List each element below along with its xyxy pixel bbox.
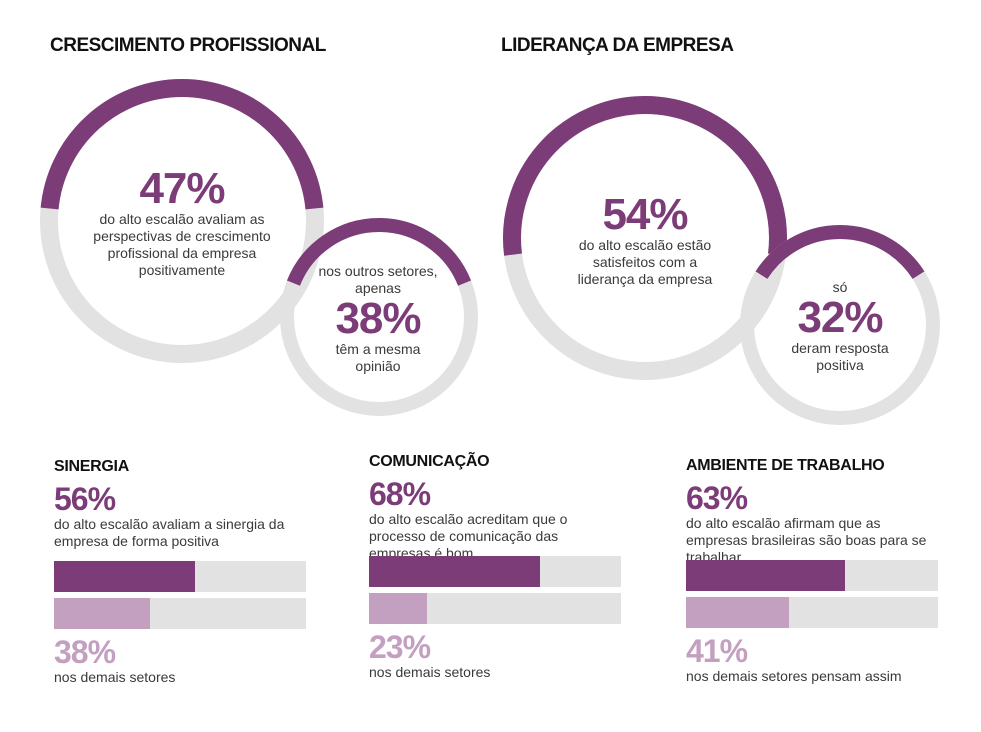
bar-title: SINERGIA <box>54 458 129 475</box>
leadership-main-text: do alto escalão estão satisfeitos com a … <box>577 237 713 287</box>
bar-main-fill <box>686 560 845 591</box>
bar-title: COMUNICAÇÃO <box>369 453 490 470</box>
growth-main-ring-arc <box>40 79 324 210</box>
bar-other-desc: nos demais setores pensam assim <box>686 668 902 684</box>
growth-other-label: nos outros setores, apenas 38% têm a mes… <box>313 263 443 375</box>
bar-main-value: 68% <box>369 476 431 512</box>
leadership-main-value: 54% <box>602 190 688 239</box>
leadership-other-label: só 32% deram resposta positiva <box>775 279 905 374</box>
leadership-other-ring-arc <box>755 225 925 280</box>
bar-main-desc: do alto escalão avaliam a sinergia da em… <box>54 516 285 549</box>
bar-other-value: 23% <box>369 629 431 665</box>
bar-track-main <box>369 556 621 587</box>
bar-other-value: 41% <box>686 633 748 669</box>
bar-track-other <box>369 593 621 624</box>
leadership-title: LIDERANÇA DA EMPRESA <box>501 35 734 56</box>
growth-other-pre: nos outros setores, apenas <box>318 263 438 296</box>
bar-block-ambiente: AMBIENTE DE TRABALHO 63% do alto escalão… <box>686 457 938 685</box>
growth-main-value: 47% <box>139 164 225 213</box>
leadership-other-value: 32% <box>797 293 883 342</box>
bar-other-value: 38% <box>54 634 116 670</box>
growth-other-value: 38% <box>335 294 421 343</box>
bar-other-desc: nos demais setores <box>54 669 176 685</box>
bar-other-fill <box>686 597 790 628</box>
bar-block-comunicacao: COMUNICAÇÃO 68% do alto escalão acredita… <box>369 453 621 681</box>
bar-main-value: 63% <box>686 480 748 516</box>
growth-main-label: 47% do alto escalão avaliam as perspecti… <box>92 167 272 279</box>
leadership-main-label: 54% do alto escalão estão satisfeitos co… <box>565 193 725 288</box>
bar-track-main <box>54 561 306 592</box>
bar-other-desc: nos demais setores <box>369 664 491 680</box>
bar-main-desc: do alto escalão acreditam que o processo… <box>369 511 568 561</box>
leadership-main-ring-arc <box>503 96 787 256</box>
growth-other-post: têm a mesma opinião <box>335 341 421 374</box>
ring-charts <box>40 79 940 425</box>
bar-main-desc: do alto escalão afirmam que as empresas … <box>686 515 927 565</box>
bar-main-fill <box>369 556 541 587</box>
bar-other-fill <box>54 598 150 629</box>
growth-main-text: do alto escalão avaliam as perspectivas … <box>93 211 271 278</box>
bar-main-value: 56% <box>54 481 116 517</box>
leadership-other-post: deram resposta positiva <box>791 340 889 373</box>
bar-main-fill <box>54 561 196 592</box>
bar-track-main <box>686 560 938 591</box>
bar-track-other <box>686 597 938 628</box>
growth-other-ring-arc <box>286 218 472 286</box>
leadership-other-pre: só <box>832 279 848 295</box>
bar-other-fill <box>369 593 427 624</box>
growth-title: CRESCIMENTO PROFISSIONAL <box>50 35 326 56</box>
bar-block-sinergia: SINERGIA 56% do alto escalão avaliam a s… <box>54 458 306 686</box>
bar-title: AMBIENTE DE TRABALHO <box>686 457 885 474</box>
bar-track-other <box>54 598 306 629</box>
